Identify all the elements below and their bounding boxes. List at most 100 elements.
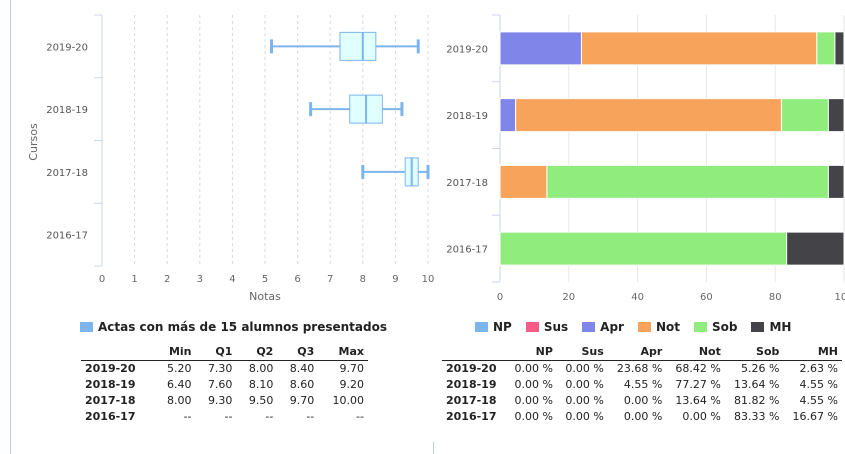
column-header: Sob — [724, 344, 784, 361]
table-cell: 7.60 — [207, 378, 233, 391]
table-cell: 13.64 % — [675, 394, 721, 407]
table-cell: 4.55 % — [799, 394, 838, 407]
stacked-bar-segment-apr[interactable] — [499, 98, 517, 133]
table-cell: 0.00 % — [682, 410, 721, 423]
legend-item-np[interactable]: NP — [475, 320, 512, 334]
boxplot-chart: 0 1 2 3 4 5 6 7 8 9 10 2019-20 2018-19 2017-18 2016-17… — [27, 14, 435, 303]
column-header: MH — [783, 344, 842, 361]
legend-swatch — [525, 322, 539, 332]
table-cell: 9.70 — [339, 362, 365, 375]
boxplot-x-tick-label: 5 — [262, 274, 268, 285]
table-cell: 0.00 % — [514, 394, 553, 407]
table-cell: 8.60 — [289, 378, 315, 391]
column-header: Not — [666, 344, 725, 361]
stacked-bar-category-label: 2017-18 — [446, 178, 488, 189]
table-cell: 6.40 — [167, 378, 192, 391]
table-cell: 5.26 % — [740, 362, 780, 375]
stacked-bar-segment-mh[interactable] — [827, 164, 845, 199]
distribution-table: NP Sus Apr Not Sob MH 2019-20 0.00 % 0.00 % 23.6… — [442, 344, 842, 425]
column-header: Apr — [607, 344, 667, 361]
stacked-bar-segment-sob[interactable] — [546, 164, 829, 199]
row-header: 2018-19 — [85, 378, 136, 391]
boxplot-category-label: 2017-18 — [46, 168, 88, 179]
boxplot-box[interactable] — [339, 31, 377, 61]
table-corner — [442, 344, 507, 361]
stacked-bar-segment-sob[interactable] — [499, 231, 788, 266]
stacked-bar-x-tick-label: 60 — [700, 292, 713, 303]
table-cell: 9.20 — [339, 378, 365, 391]
legend-swatch — [751, 322, 765, 332]
legend-swatch — [475, 322, 488, 332]
row-header: 2017-18 — [446, 394, 497, 407]
boxplot-x-tick-label: 8 — [360, 274, 366, 285]
table-cell: 0.00 % — [565, 362, 604, 375]
boxplot-x-tick-label: 3 — [197, 274, 203, 285]
stacked-bar-category-label: 2016-17 — [446, 245, 488, 256]
stacked-bar-segment-mh[interactable] — [827, 98, 845, 133]
legend-item-sus[interactable]: Sus — [525, 320, 569, 334]
table-cell: 0.00 % — [565, 394, 604, 407]
boxplot-category-label: 2019-20 — [46, 42, 88, 53]
legend-item-sob[interactable]: Sob — [694, 320, 737, 334]
stacked-bar-segment-sob[interactable] — [816, 31, 836, 66]
table-cell: 8.10 — [248, 378, 274, 391]
legend-label: Apr — [600, 320, 624, 334]
boxplot-x-axis-title: Notas — [249, 290, 281, 303]
table-cell: 0.00 % — [514, 362, 553, 375]
legend-swatch — [582, 322, 596, 332]
legend-item-apr[interactable]: Apr — [582, 320, 624, 334]
table-row: 2016-17 -- -- -- -- -- — [81, 409, 368, 425]
stacked-bar-category-label: 2018-19 — [446, 111, 488, 122]
stacked-bar-category-label: 2019-20 — [446, 44, 488, 55]
boxplot-legend[interactable]: Actas con más de 15 alumnos presentados — [80, 320, 387, 334]
boxplot-x-tick-label: 1 — [131, 274, 137, 285]
table-cell: -- — [356, 410, 364, 423]
table-cell: -- — [265, 410, 274, 423]
stacked-bar-segment-apr[interactable] — [499, 31, 582, 66]
table-cell: 9.70 — [289, 394, 315, 407]
stacked-bar-axes: 0 20 40 60 80 100 2019-20 2018-19 2017-18 2016-17 — [446, 14, 845, 303]
column-header: Max — [318, 344, 368, 361]
column-header: Sus — [556, 344, 608, 361]
stacked-bar-segment-not[interactable] — [499, 164, 548, 199]
column-header: Q2 — [236, 344, 278, 361]
stacked-bar-x-tick-label: 20 — [562, 292, 575, 303]
row-header: 2019-20 — [446, 362, 497, 375]
table-cell: 0.00 % — [565, 378, 604, 391]
stacked-bar-segment-mh[interactable] — [786, 231, 845, 266]
table-cell: 23.68 % — [616, 362, 663, 375]
stacked-bar-segment-not[interactable] — [580, 31, 818, 66]
table-cell: 2.63 % — [799, 362, 838, 375]
table-cell: 9.50 — [248, 394, 274, 407]
legend-item-mh[interactable]: MH — [751, 320, 791, 334]
legend-swatch — [694, 322, 707, 332]
table-cell: 83.33 % — [733, 410, 780, 423]
boxplot-y-axis-title: Cursos — [27, 123, 40, 161]
row-header: 2019-20 — [85, 362, 136, 375]
table-row: 2019-20 0.00 % 0.00 % 23.68 % 68.42 % 5.26 % 2… — [442, 361, 842, 378]
table-row: 2018-19 6.40 7.60 8.10 8.60 9.20 — [81, 377, 368, 393]
stacked-bar-segment-sob[interactable] — [780, 98, 829, 133]
table-cell: 8.40 — [289, 362, 315, 375]
boxplot-legend-swatch — [80, 322, 93, 332]
stacked-bar-segment-mh[interactable] — [834, 31, 845, 66]
legend-item-not[interactable]: Not — [637, 320, 680, 334]
table-cell: 9.30 — [207, 394, 233, 407]
table-cell: 0.00 % — [623, 410, 663, 423]
table-row: 2017-18 8.00 9.30 9.50 9.70 10.00 — [81, 393, 368, 409]
stacked-bar-segment-not[interactable] — [515, 98, 782, 133]
boxplot-x-tick-label: 6 — [294, 274, 300, 285]
boxplot-x-tick-label: 10 — [422, 274, 435, 285]
stacked-bar-chart: 0 20 40 60 80 100 2019-20 2018-19 2017-18 2016-17 — [446, 14, 845, 303]
stacked-bar-x-tick-label: 80 — [769, 292, 782, 303]
boxplot-legend-label: Actas con más de 15 alumnos presentados — [98, 320, 387, 334]
left-border-line — [10, 0, 11, 454]
stacked-bar-x-tick-label: 40 — [631, 292, 644, 303]
table-cell: 5.20 — [167, 362, 192, 375]
boxplot-boxes — [270, 31, 430, 187]
table-row: 2016-17 0.00 % 0.00 % 0.00 % 0.00 % 83.33 % 16… — [442, 409, 842, 425]
table-cell: 16.67 % — [792, 410, 838, 423]
table-row: 2017-18 0.00 % 0.00 % 0.00 % 13.64 % 81.82 % 4… — [442, 393, 842, 409]
legend-label: Sus — [543, 320, 569, 334]
table-cell: 4.55 % — [799, 378, 838, 391]
